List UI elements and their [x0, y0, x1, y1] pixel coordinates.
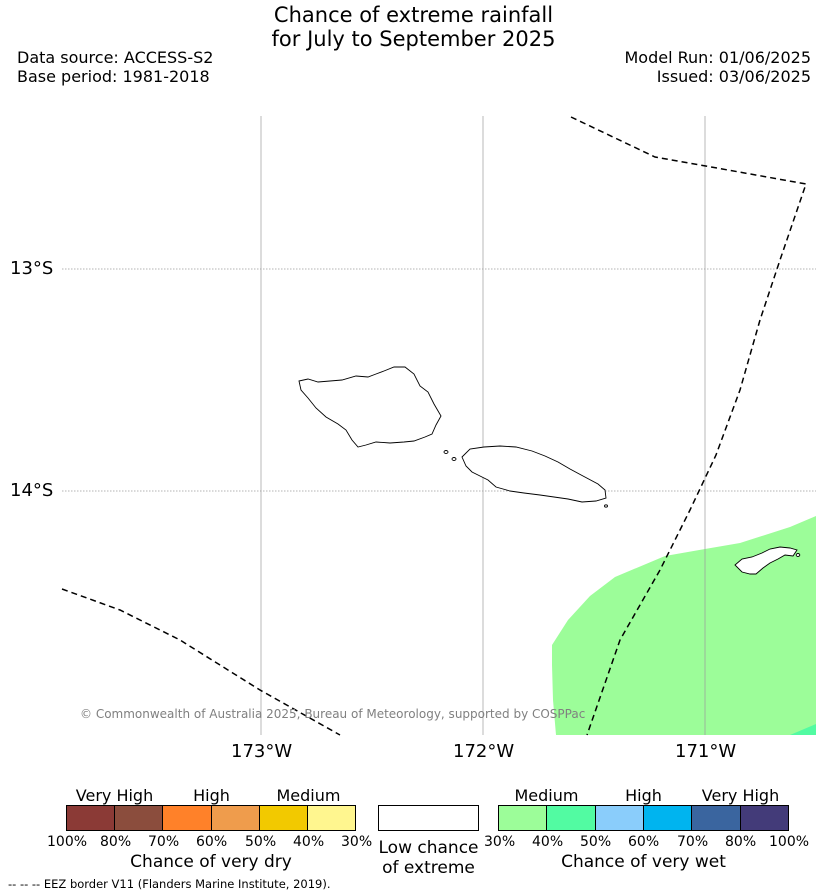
wet-category-medium: Medium — [514, 786, 579, 805]
wet-tick-40: 40% — [532, 834, 564, 850]
dry-swatch-3 — [163, 806, 212, 830]
wet-tick-70: 70% — [677, 834, 709, 850]
footer-note: -- -- -- EEZ border V11 (Flanders Marine… — [8, 877, 331, 891]
data-source: Data source: ACCESS-S2 — [17, 48, 214, 67]
tutuila-island — [734, 546, 798, 575]
wet-medium-green-shading — [790, 724, 816, 735]
wet-swatch-1 — [499, 806, 548, 830]
longitude-gridlines — [260, 116, 706, 735]
savaii-island — [298, 366, 442, 448]
dry-tick-30: 30% — [341, 834, 373, 850]
lon-label-172w: 172°W — [453, 741, 515, 762]
wet-colorbar — [498, 805, 789, 831]
map-title-line1: Chance of extreme rainfall — [273, 3, 554, 27]
model-run: Model Run: 01/06/2025 — [624, 48, 812, 67]
eez-border — [61, 116, 807, 736]
wet-swatch-5 — [692, 806, 741, 830]
base-period: Base period: 1981-2018 — [17, 67, 210, 86]
dry-swatch-4 — [211, 806, 260, 830]
issued-date: Issued: 03/06/2025 — [656, 67, 811, 86]
wet-colorbar-label: Chance of very wet — [561, 852, 726, 872]
dry-tick-40: 40% — [293, 834, 325, 850]
wet-tick-50: 50% — [580, 834, 612, 850]
dry-tick-50: 50% — [245, 834, 277, 850]
eez-source-text: EEZ border V11 (Flanders Marine Institut… — [43, 877, 331, 891]
eez-legend-line: -- -- -- — [8, 877, 41, 891]
lon-label-171w: 171°W — [675, 741, 737, 762]
upolu-island — [461, 445, 607, 503]
aunuu-island — [795, 553, 801, 557]
dry-category-very-high: Very High — [75, 786, 154, 805]
dry-colorbar-label: Chance of very dry — [130, 852, 292, 872]
apolima-island — [451, 457, 457, 461]
wet-swatch-6 — [740, 806, 788, 830]
low-chance-label-line1: Low chance — [378, 838, 479, 858]
wet-swatch-3 — [595, 806, 644, 830]
lat-label-13s: 13°S — [10, 258, 54, 279]
copyright-notice: © Commonwealth of Australia 2025, Bureau… — [80, 707, 586, 721]
islands — [298, 366, 801, 575]
low-chance-swatch — [378, 805, 479, 831]
map-title-line2: for July to September 2025 — [271, 27, 556, 51]
latitude-gridlines — [62, 268, 816, 492]
low-chance-label-line2: of extreme — [382, 858, 475, 878]
map-canvas — [61, 116, 816, 736]
wet-tick-30: 30% — [484, 834, 516, 850]
dry-colorbar — [66, 805, 356, 831]
dry-swatch-6 — [307, 806, 356, 830]
islet-east — [604, 504, 608, 508]
dry-tick-80: 80% — [100, 834, 132, 850]
wet-category-very-high: Very High — [701, 786, 780, 805]
dry-tick-60: 60% — [196, 834, 228, 850]
manono-island — [443, 450, 449, 454]
wet-tick-80: 80% — [725, 834, 757, 850]
dry-swatch-1 — [67, 806, 116, 830]
dry-tick-100: 100% — [47, 834, 88, 850]
dry-category-high: High — [193, 786, 230, 805]
dry-tick-70: 70% — [148, 834, 180, 850]
wet-swatch-4 — [643, 806, 693, 830]
wet-tick-60: 60% — [628, 834, 660, 850]
lat-label-14s: 14°S — [10, 480, 54, 501]
dry-swatch-5 — [259, 806, 308, 830]
lon-label-173w: 173°W — [231, 741, 293, 762]
wet-tick-100: 100% — [769, 834, 810, 850]
wet-swatch-2 — [547, 806, 596, 830]
dry-category-medium: Medium — [276, 786, 341, 805]
dry-swatch-2 — [115, 806, 164, 830]
wet-category-high: High — [625, 786, 662, 805]
